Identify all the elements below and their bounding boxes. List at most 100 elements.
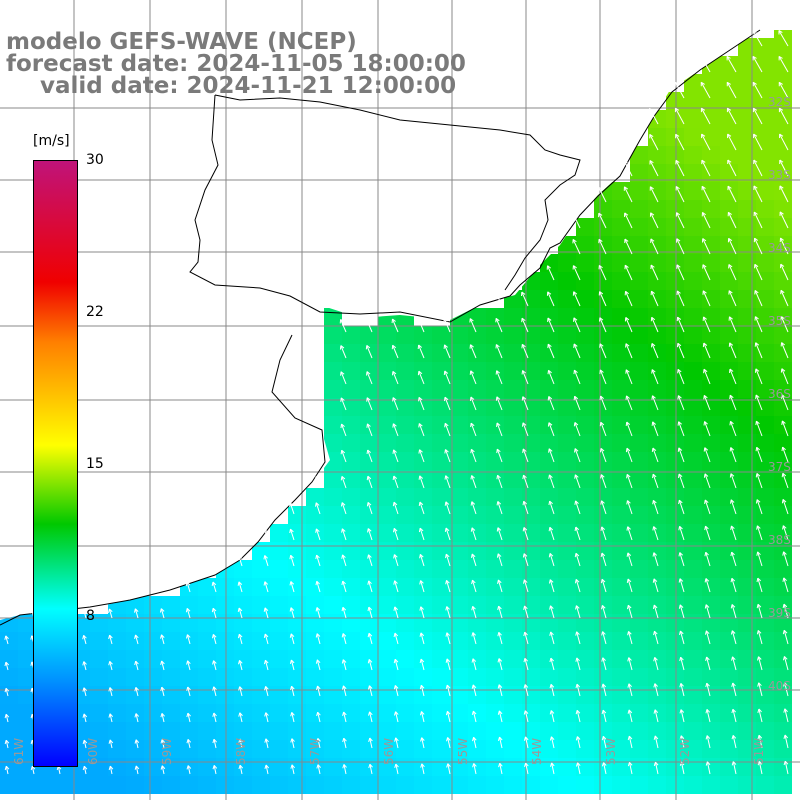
wind-arrow-44 <box>727 211 737 229</box>
wind-arrow-503 <box>679 761 685 775</box>
wind-cell-950 <box>360 740 378 758</box>
wind-arrow-404 <box>523 684 529 697</box>
wind-cell-658 <box>648 614 666 632</box>
wind-cell-313 <box>558 416 576 434</box>
wind-arrow-346 <box>627 631 633 645</box>
wind-arrow-412 <box>731 682 737 697</box>
wind-cell-1017 <box>774 758 792 776</box>
wind-cell-253 <box>414 380 432 398</box>
wind-cell-466 <box>396 524 414 542</box>
wind-cell-266 <box>648 380 666 398</box>
wind-cell-274 <box>324 398 342 416</box>
wind-cell-188 <box>648 326 666 344</box>
coastline <box>0 29 761 626</box>
wind-cell-694 <box>504 632 522 650</box>
wind-arrow-494 <box>446 763 451 775</box>
wind-arrow-200 <box>677 473 685 489</box>
wind-cell-777 <box>414 668 432 686</box>
wind-cell-1054 <box>648 776 666 794</box>
wind-arrow-35 <box>727 185 737 203</box>
wind-cell-593 <box>270 596 288 614</box>
wind-cell-237 <box>594 362 612 380</box>
wind-cell-260 <box>540 380 558 398</box>
wind-cell-652 <box>540 614 558 632</box>
wind-arrow-265 <box>730 551 737 567</box>
wind-arrow-301 <box>263 607 269 619</box>
wind-arrow-190 <box>418 475 425 489</box>
wind-cell-257 <box>486 380 504 398</box>
wind-arrow-216 <box>574 500 581 515</box>
wind-cell-969 <box>702 740 720 758</box>
wind-arrow-390 <box>160 686 165 697</box>
wind-cell-798 <box>0 686 18 704</box>
wind-cell-833 <box>630 686 648 704</box>
wind-cell-422 <box>630 488 648 506</box>
wind-arrow-288 <box>704 578 711 593</box>
wind-cell-112 <box>702 254 720 272</box>
wind-cell-421 <box>612 488 630 506</box>
wind-cell-369 <box>630 452 648 470</box>
wind-arrow-147 <box>729 394 737 411</box>
wind-cell-807 <box>162 686 180 704</box>
wind-cell-235 <box>558 362 576 380</box>
wind-cell-509 <box>630 542 648 560</box>
wind-cell-375 <box>738 452 756 470</box>
wind-arrow-227 <box>315 528 321 541</box>
wind-cell-26 <box>720 110 738 128</box>
wind-cell-582 <box>756 578 774 596</box>
wind-cell-981 <box>126 758 144 776</box>
wind-arrow-357 <box>108 660 113 671</box>
wind-cell-7 <box>756 56 774 74</box>
wind-arrow-344 <box>575 631 581 645</box>
wind-arrow-305 <box>367 606 373 619</box>
lat-label-6: 38S <box>768 533 791 547</box>
wind-cell-684 <box>324 632 342 650</box>
wind-cell-14 <box>774 74 792 92</box>
wind-cell-749 <box>702 650 720 668</box>
wind-cell-231 <box>486 362 504 380</box>
wind-arrow-107 <box>625 343 633 359</box>
wind-cell-628 <box>108 614 126 632</box>
wind-cell-1031 <box>234 776 252 794</box>
wind-arrow-477 <box>4 765 10 775</box>
wind-cell-1039 <box>378 776 396 794</box>
wind-cell-98 <box>702 236 720 254</box>
wind-arrow-27 <box>727 159 737 177</box>
wind-cell-1037 <box>342 776 360 794</box>
wind-arrow-204 <box>781 472 789 489</box>
wind-cell-307 <box>450 416 468 434</box>
wind-arrow-175 <box>522 448 529 463</box>
wind-cell-769 <box>270 668 288 686</box>
wind-cell-127 <box>702 272 720 290</box>
wind-cell-500 <box>468 542 486 560</box>
wind-cell-607 <box>522 596 540 614</box>
wind-cell-340 <box>576 434 594 452</box>
wind-cell-907 <box>378 722 396 740</box>
wind-cell-459 <box>270 524 288 542</box>
wind-cell-483 <box>702 524 720 542</box>
wind-cell-540 <box>612 560 630 578</box>
wind-cell-688 <box>396 632 414 650</box>
wind-arrow-182 <box>703 447 711 463</box>
wind-cell-55 <box>774 164 792 182</box>
wind-arrow-300 <box>237 607 243 619</box>
wind-arrow-50 <box>650 238 659 255</box>
wind-cell-940 <box>180 740 198 758</box>
wind-arrow-137 <box>469 396 477 411</box>
wind-arrow-23 <box>623 160 633 177</box>
wind-cell-89 <box>774 218 792 236</box>
wind-cell-541 <box>630 560 648 578</box>
wind-arrow-131 <box>780 368 789 385</box>
wind-cell-405 <box>324 488 342 506</box>
wind-arrow-320 <box>756 603 763 619</box>
wind-cell-258 <box>504 380 522 398</box>
wind-cell-957 <box>486 740 504 758</box>
wind-cell-480 <box>648 524 666 542</box>
model-title: modelo GEFS-WAVE (NCEP) <box>6 29 357 55</box>
wind-cell-736 <box>468 650 486 668</box>
wind-cell-33 <box>702 128 720 146</box>
wind-cell-452 <box>666 506 684 524</box>
wind-arrows <box>4 30 789 775</box>
wind-cell-610 <box>576 596 594 614</box>
wind-arrow-369 <box>419 658 425 671</box>
